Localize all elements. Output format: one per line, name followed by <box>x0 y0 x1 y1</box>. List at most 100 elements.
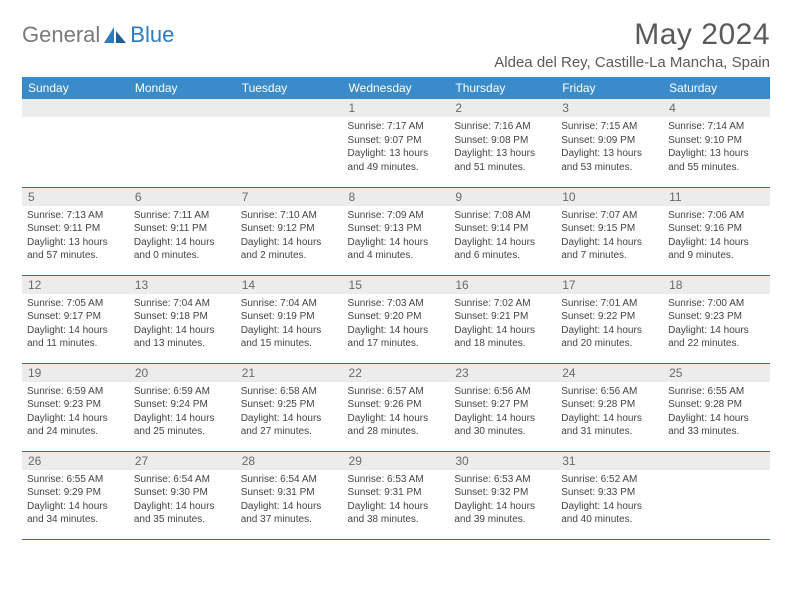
day-detail: Sunrise: 7:07 AMSunset: 9:15 PMDaylight:… <box>556 206 663 267</box>
day-number: 2 <box>449 99 556 117</box>
day-number: 15 <box>343 276 450 294</box>
day-detail: Sunrise: 7:14 AMSunset: 9:10 PMDaylight:… <box>663 117 770 178</box>
calendar-header-row: SundayMondayTuesdayWednesdayThursdayFrid… <box>22 77 770 99</box>
calendar-day-cell: 24Sunrise: 6:56 AMSunset: 9:28 PMDayligh… <box>556 363 663 451</box>
day-detail: Sunrise: 6:52 AMSunset: 9:33 PMDaylight:… <box>556 470 663 531</box>
day-detail: Sunrise: 7:04 AMSunset: 9:18 PMDaylight:… <box>129 294 236 355</box>
header: General Blue May 2024 Aldea del Rey, Cas… <box>22 18 770 71</box>
calendar-day-cell <box>129 99 236 187</box>
day-detail: Sunrise: 6:59 AMSunset: 9:23 PMDaylight:… <box>22 382 129 443</box>
day-detail: Sunrise: 6:58 AMSunset: 9:25 PMDaylight:… <box>236 382 343 443</box>
day-number: 11 <box>663 188 770 206</box>
brand-sail-icon <box>102 25 128 45</box>
calendar-day-cell: 28Sunrise: 6:54 AMSunset: 9:31 PMDayligh… <box>236 451 343 539</box>
calendar-day-cell: 16Sunrise: 7:02 AMSunset: 9:21 PMDayligh… <box>449 275 556 363</box>
day-detail: Sunrise: 7:08 AMSunset: 9:14 PMDaylight:… <box>449 206 556 267</box>
day-number: 31 <box>556 452 663 470</box>
calendar-day-cell: 1Sunrise: 7:17 AMSunset: 9:07 PMDaylight… <box>343 99 450 187</box>
calendar-day-cell: 10Sunrise: 7:07 AMSunset: 9:15 PMDayligh… <box>556 187 663 275</box>
day-number: 12 <box>22 276 129 294</box>
calendar-day-cell: 21Sunrise: 6:58 AMSunset: 9:25 PMDayligh… <box>236 363 343 451</box>
calendar-day-cell: 22Sunrise: 6:57 AMSunset: 9:26 PMDayligh… <box>343 363 450 451</box>
day-number-empty <box>129 99 236 117</box>
weekday-header: Wednesday <box>343 77 450 99</box>
day-detail: Sunrise: 7:17 AMSunset: 9:07 PMDaylight:… <box>343 117 450 178</box>
day-number: 13 <box>129 276 236 294</box>
day-number: 16 <box>449 276 556 294</box>
day-number: 19 <box>22 364 129 382</box>
day-number: 21 <box>236 364 343 382</box>
day-detail: Sunrise: 7:13 AMSunset: 9:11 PMDaylight:… <box>22 206 129 267</box>
brand-text-general: General <box>22 22 100 48</box>
day-detail: Sunrise: 7:05 AMSunset: 9:17 PMDaylight:… <box>22 294 129 355</box>
calendar-day-cell: 8Sunrise: 7:09 AMSunset: 9:13 PMDaylight… <box>343 187 450 275</box>
calendar-day-cell: 14Sunrise: 7:04 AMSunset: 9:19 PMDayligh… <box>236 275 343 363</box>
calendar-day-cell: 31Sunrise: 6:52 AMSunset: 9:33 PMDayligh… <box>556 451 663 539</box>
calendar-week-row: 12Sunrise: 7:05 AMSunset: 9:17 PMDayligh… <box>22 275 770 363</box>
day-number: 25 <box>663 364 770 382</box>
day-detail: Sunrise: 6:56 AMSunset: 9:27 PMDaylight:… <box>449 382 556 443</box>
day-number-empty <box>236 99 343 117</box>
calendar-day-cell: 9Sunrise: 7:08 AMSunset: 9:14 PMDaylight… <box>449 187 556 275</box>
calendar-day-cell: 4Sunrise: 7:14 AMSunset: 9:10 PMDaylight… <box>663 99 770 187</box>
brand-logo: General Blue <box>22 22 174 48</box>
weekday-header: Tuesday <box>236 77 343 99</box>
day-detail: Sunrise: 6:54 AMSunset: 9:31 PMDaylight:… <box>236 470 343 531</box>
day-number: 24 <box>556 364 663 382</box>
day-number: 7 <box>236 188 343 206</box>
calendar-day-cell <box>236 99 343 187</box>
day-number: 26 <box>22 452 129 470</box>
calendar-day-cell: 18Sunrise: 7:00 AMSunset: 9:23 PMDayligh… <box>663 275 770 363</box>
day-detail: Sunrise: 6:53 AMSunset: 9:31 PMDaylight:… <box>343 470 450 531</box>
day-detail: Sunrise: 6:56 AMSunset: 9:28 PMDaylight:… <box>556 382 663 443</box>
day-number: 18 <box>663 276 770 294</box>
day-detail: Sunrise: 6:55 AMSunset: 9:28 PMDaylight:… <box>663 382 770 443</box>
day-detail: Sunrise: 7:04 AMSunset: 9:19 PMDaylight:… <box>236 294 343 355</box>
day-number: 28 <box>236 452 343 470</box>
day-number-empty <box>663 452 770 470</box>
day-number: 23 <box>449 364 556 382</box>
calendar-day-cell: 17Sunrise: 7:01 AMSunset: 9:22 PMDayligh… <box>556 275 663 363</box>
weekday-header: Sunday <box>22 77 129 99</box>
day-detail: Sunrise: 6:54 AMSunset: 9:30 PMDaylight:… <box>129 470 236 531</box>
day-detail: Sunrise: 7:01 AMSunset: 9:22 PMDaylight:… <box>556 294 663 355</box>
calendar-day-cell: 30Sunrise: 6:53 AMSunset: 9:32 PMDayligh… <box>449 451 556 539</box>
calendar-day-cell: 2Sunrise: 7:16 AMSunset: 9:08 PMDaylight… <box>449 99 556 187</box>
day-detail: Sunrise: 7:15 AMSunset: 9:09 PMDaylight:… <box>556 117 663 178</box>
day-number: 29 <box>343 452 450 470</box>
calendar-day-cell: 6Sunrise: 7:11 AMSunset: 9:11 PMDaylight… <box>129 187 236 275</box>
day-detail: Sunrise: 7:06 AMSunset: 9:16 PMDaylight:… <box>663 206 770 267</box>
day-detail: Sunrise: 7:10 AMSunset: 9:12 PMDaylight:… <box>236 206 343 267</box>
day-number: 22 <box>343 364 450 382</box>
day-number: 20 <box>129 364 236 382</box>
day-detail: Sunrise: 7:16 AMSunset: 9:08 PMDaylight:… <box>449 117 556 178</box>
day-number: 27 <box>129 452 236 470</box>
calendar-day-cell: 20Sunrise: 6:59 AMSunset: 9:24 PMDayligh… <box>129 363 236 451</box>
day-detail: Sunrise: 7:02 AMSunset: 9:21 PMDaylight:… <box>449 294 556 355</box>
calendar-day-cell: 27Sunrise: 6:54 AMSunset: 9:30 PMDayligh… <box>129 451 236 539</box>
day-number: 5 <box>22 188 129 206</box>
calendar-table: SundayMondayTuesdayWednesdayThursdayFrid… <box>22 77 770 540</box>
day-number: 10 <box>556 188 663 206</box>
calendar-day-cell: 11Sunrise: 7:06 AMSunset: 9:16 PMDayligh… <box>663 187 770 275</box>
day-number: 17 <box>556 276 663 294</box>
calendar-day-cell: 7Sunrise: 7:10 AMSunset: 9:12 PMDaylight… <box>236 187 343 275</box>
calendar-week-row: 1Sunrise: 7:17 AMSunset: 9:07 PMDaylight… <box>22 99 770 187</box>
brand-text-blue: Blue <box>130 22 174 48</box>
day-detail: Sunrise: 7:03 AMSunset: 9:20 PMDaylight:… <box>343 294 450 355</box>
day-detail: Sunrise: 7:11 AMSunset: 9:11 PMDaylight:… <box>129 206 236 267</box>
calendar-week-row: 19Sunrise: 6:59 AMSunset: 9:23 PMDayligh… <box>22 363 770 451</box>
day-number: 30 <box>449 452 556 470</box>
day-number-empty <box>22 99 129 117</box>
title-block: May 2024 Aldea del Rey, Castille-La Manc… <box>494 18 770 71</box>
calendar-day-cell <box>22 99 129 187</box>
day-number: 6 <box>129 188 236 206</box>
calendar-day-cell: 5Sunrise: 7:13 AMSunset: 9:11 PMDaylight… <box>22 187 129 275</box>
calendar-day-cell: 13Sunrise: 7:04 AMSunset: 9:18 PMDayligh… <box>129 275 236 363</box>
calendar-day-cell: 12Sunrise: 7:05 AMSunset: 9:17 PMDayligh… <box>22 275 129 363</box>
day-number: 14 <box>236 276 343 294</box>
calendar-day-cell: 19Sunrise: 6:59 AMSunset: 9:23 PMDayligh… <box>22 363 129 451</box>
day-detail: Sunrise: 6:57 AMSunset: 9:26 PMDaylight:… <box>343 382 450 443</box>
calendar-day-cell: 26Sunrise: 6:55 AMSunset: 9:29 PMDayligh… <box>22 451 129 539</box>
day-detail: Sunrise: 6:59 AMSunset: 9:24 PMDaylight:… <box>129 382 236 443</box>
